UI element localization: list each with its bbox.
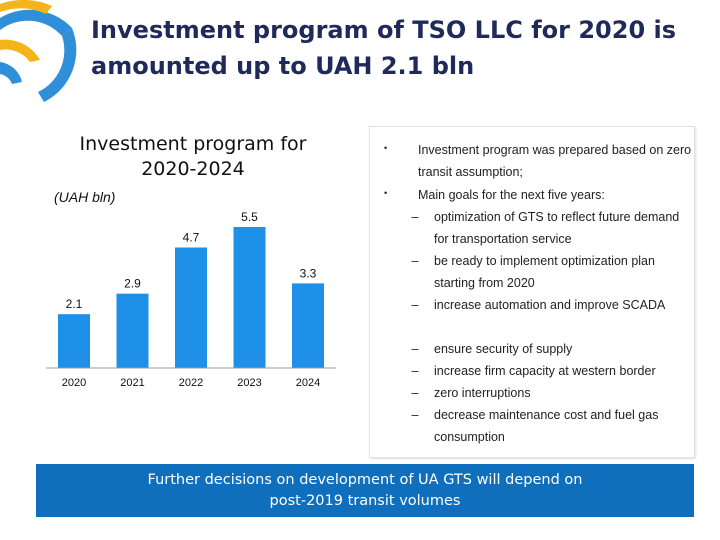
goal-text: increase firm capacity at western border: [434, 364, 656, 378]
bar-chart: 2.1 2020 2.9 2021 4.7 2022 5.5 2023 3.3 2024: [46, 210, 336, 389]
goal-text: optimization of GTS to reflect future de…: [434, 210, 680, 246]
conclusion-banner: Further decisions on development of UA G…: [36, 464, 694, 517]
bullet-text: Investment program was prepared based on…: [418, 143, 692, 179]
data-label: 5.5: [241, 210, 258, 224]
bar-2024: [292, 283, 324, 368]
bar-2023: [233, 227, 266, 368]
data-label: 2.9: [124, 277, 141, 291]
goal-text: be ready to implement optimization plan …: [434, 254, 655, 290]
data-label: 3.3: [300, 266, 317, 280]
goal-text: decrease maintenance cost and fuel gas c…: [434, 408, 659, 444]
x-tick-label: 2023: [237, 377, 261, 389]
chart-title: Investment program for 2020-2024: [79, 133, 307, 180]
banner-text: Further decisions on development of UA G…: [147, 471, 583, 509]
bullet-mark: •: [384, 143, 388, 153]
goal-text: zero interruptions: [434, 386, 531, 400]
x-tick-label: 2021: [120, 377, 144, 389]
x-tick-label: 2020: [62, 377, 86, 389]
chart-unit-label: (UAH bln): [54, 189, 116, 205]
goal-text: increase automation and improve SCADA: [434, 298, 666, 312]
company-logo-icon: [0, 0, 77, 102]
x-tick-label: 2024: [296, 377, 320, 389]
bullet-text: Main goals for the next five years:: [418, 188, 605, 202]
page-title: Investment program of TSO LLC for 2020 i…: [91, 16, 677, 80]
data-label: 2.1: [66, 297, 83, 311]
bar-2020: [58, 314, 90, 368]
bullet-mark: •: [384, 188, 388, 198]
bar-2021: [116, 293, 149, 368]
info-panel: • Investment program was prepared based …: [369, 126, 695, 458]
bar-2022: [175, 247, 207, 368]
x-tick-label: 2022: [179, 377, 203, 389]
data-label: 4.7: [183, 231, 200, 245]
goal-text: ensure security of supply: [434, 342, 573, 356]
